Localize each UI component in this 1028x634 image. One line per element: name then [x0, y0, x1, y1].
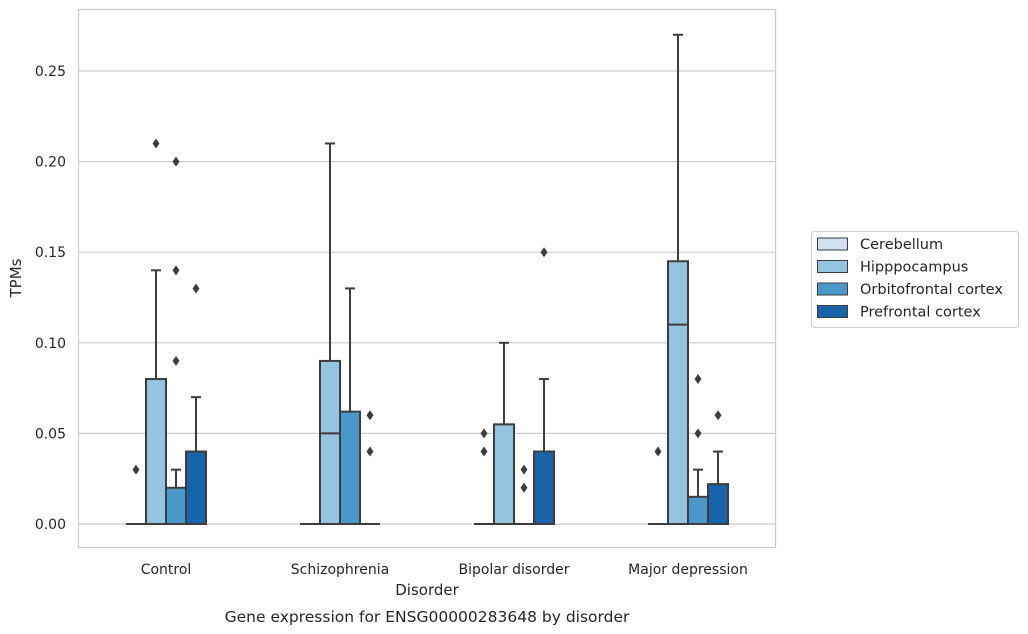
legend-label: Orbitofrontal cortex [860, 282, 1003, 298]
legend-swatch [817, 282, 848, 296]
boxes-layer [125, 33, 730, 526]
outlier-point [654, 446, 662, 457]
box-group [687, 374, 710, 526]
plot-area-frame [77, 8, 777, 549]
outlier-point [540, 247, 548, 258]
x-tick-labels: Control Schizophrenia Bipolar disorder Majo… [141, 562, 748, 578]
box-group [165, 156, 188, 526]
box-body [318, 359, 341, 526]
box-group [647, 446, 668, 525]
box-body [339, 410, 362, 526]
y-tick-label: 0.10 [35, 336, 66, 352]
box-group [666, 33, 689, 525]
outlier-point [172, 355, 180, 366]
box-group [514, 464, 535, 525]
outlier-point [132, 464, 140, 475]
box-group [185, 283, 208, 525]
y-tick-label: 0.05 [35, 426, 66, 442]
outlier-point [694, 428, 702, 439]
outlier-point [714, 410, 722, 421]
box-body [533, 450, 556, 525]
box-body [185, 450, 208, 525]
box-group [492, 341, 515, 525]
legend-label: Hipppocampus [860, 260, 968, 276]
box-group [144, 138, 168, 526]
x-tick-label: Bipolar disorder [458, 562, 569, 578]
y-tick-label: 0.25 [35, 64, 66, 80]
y-tick-label: 0.15 [35, 245, 66, 261]
legend-frame [811, 231, 1019, 328]
y-tick-label: 0.00 [35, 517, 66, 533]
y-tick-labels: 0.00 0.05 0.10 0.15 0.20 0.25 [35, 64, 66, 533]
y-axis-title: TPMs [7, 258, 25, 298]
outlier-point [366, 446, 374, 457]
outlier-point [152, 138, 160, 149]
box-group [125, 464, 146, 525]
x-tick-label: Major depression [628, 562, 748, 578]
box-group [707, 410, 730, 525]
box-body [492, 423, 515, 525]
legend-swatch [817, 305, 848, 318]
legend-swatch [817, 237, 848, 251]
box-group [473, 428, 494, 525]
outlier-point [520, 464, 528, 475]
outlier-point [172, 156, 180, 167]
box-body [144, 378, 168, 526]
outlier-point [480, 428, 488, 439]
box-body [165, 486, 188, 526]
legend: Cerebellum Hipppocampus Orbitofrontal cort… [811, 231, 1019, 328]
box-group [360, 410, 381, 525]
box-body [666, 260, 689, 525]
legend-swatch [817, 260, 848, 273]
x-tick-label: Schizophrenia [291, 562, 389, 578]
outlier-point [366, 410, 374, 421]
x-tick-label: Control [141, 562, 192, 578]
legend-label: Cerebellum [860, 237, 943, 253]
legend-label: Prefrontal cortex [860, 305, 981, 321]
outlier-point [192, 283, 200, 294]
x-axis-title: Disorder [395, 581, 459, 599]
outlier-point [520, 482, 528, 493]
y-tick-label: 0.20 [35, 155, 66, 171]
box-body [707, 483, 730, 525]
box-group [339, 287, 362, 526]
chart-caption: Gene expression for ENSG00000283648 by d… [225, 608, 630, 626]
outlier-point [694, 374, 702, 385]
box-group [533, 247, 556, 525]
outlier-point [480, 446, 488, 457]
box-group [318, 142, 341, 526]
outlier-point [172, 265, 180, 276]
box-body [687, 495, 710, 526]
